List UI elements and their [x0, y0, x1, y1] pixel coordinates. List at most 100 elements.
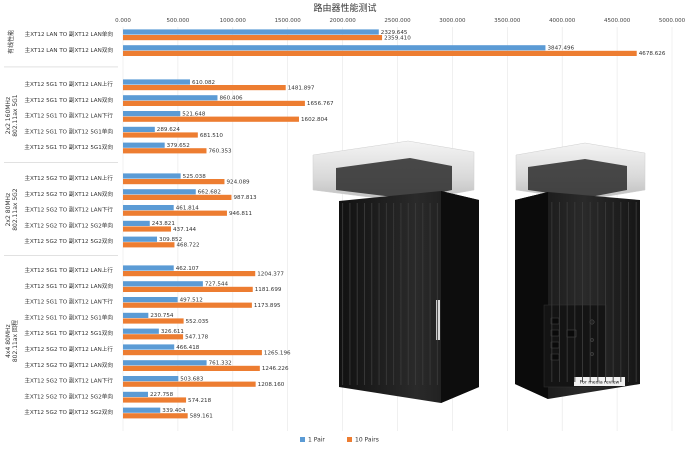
data-label: 1173.895	[254, 303, 281, 309]
bar-1-pair	[123, 391, 149, 397]
legend-label: 1 Pair	[308, 437, 325, 444]
bar-1-pair	[123, 126, 155, 132]
chart-title: 路由器性能测试	[313, 2, 376, 14]
bar-10-pairs	[123, 271, 256, 277]
data-label: 1208.160	[258, 382, 285, 388]
data-label: 468.722	[176, 243, 199, 249]
bar-1-pair	[123, 281, 203, 287]
bar-10-pairs	[123, 194, 232, 200]
data-label: 1204.377	[257, 271, 284, 277]
bar-1-pair	[123, 407, 161, 413]
group-label: 有线性能	[7, 30, 15, 54]
bar-10-pairs	[123, 318, 184, 324]
category-label: 主XT12 5G1 TO 副XT12 5G1单向	[24, 127, 113, 135]
category-label: 主XT12 5G1 TO 副XT12 5G1双向	[24, 329, 113, 337]
x-tick-label: 4500.000	[604, 18, 631, 24]
bars: 主XT12 LAN TO 副XT12 LAN单向 2329.6452359.410…	[24, 29, 666, 420]
data-label: 2329.645	[381, 30, 408, 36]
bar-1-pair	[123, 142, 165, 148]
bar-1-pair	[123, 79, 190, 85]
category-label: 主XT12 5G2 TO 副XT12 LAN双向	[24, 190, 113, 198]
category-label: 主XT12 5G1 TO 副XT12 5G1单向	[24, 313, 113, 321]
x-tick-label: 0.000	[115, 18, 131, 24]
bar-1-pair	[123, 360, 207, 366]
bar-10-pairs	[123, 116, 299, 122]
data-label: 760.353	[208, 149, 232, 155]
bar-1-pair	[123, 189, 196, 195]
data-label: 552.035	[186, 319, 210, 325]
bar-10-pairs	[123, 350, 262, 356]
group-labels: 有线性能 2x2 160MHz802.11ax 5G1 2x2 80MHz802.1…	[4, 30, 118, 362]
data-label: 2359.410	[384, 35, 411, 41]
data-label: 1246.226	[262, 366, 289, 372]
legend-swatch	[300, 437, 305, 442]
data-label: 230.754	[150, 313, 174, 319]
data-label: 3847.496	[547, 46, 574, 52]
category-label: 主XT12 5G2 TO 副XT12 5G2单向	[24, 392, 113, 400]
bar-1-pair	[123, 111, 181, 117]
category-label: 主XT12 5G1 TO 副XT12 LAN双向	[24, 96, 113, 104]
category-label: 主XT12 5G1 TO 副XT12 LAN下行	[24, 298, 113, 306]
x-tick-label: 5000.000	[659, 18, 686, 24]
bar-1-pair	[123, 344, 175, 350]
category-label: 主XT12 LAN TO 副XT12 LAN单向	[25, 30, 114, 38]
category-label: 主XT12 5G2 TO 副XT12 LAN下行	[24, 206, 113, 214]
bar-1-pair	[123, 29, 379, 35]
bar-10-pairs	[123, 226, 171, 232]
data-label: 379.652	[167, 143, 190, 149]
data-label: 662.682	[198, 190, 221, 196]
category-label: 主XT12 5G2 TO 副XT12 LAN双向	[24, 361, 113, 369]
bar-10-pairs	[123, 132, 198, 138]
bar-10-pairs	[123, 210, 227, 216]
bar-1-pair	[123, 95, 218, 101]
bar-10-pairs	[123, 334, 184, 340]
data-label: 461.814	[176, 205, 200, 211]
bar-10-pairs	[123, 35, 383, 41]
data-label: 1265.196	[264, 350, 291, 356]
data-label: 1656.767	[307, 101, 334, 107]
category-label: 主XT12 5G2 TO 副XT12 LAN上行	[24, 174, 113, 182]
category-label: 主XT12 5G2 TO 副XT12 5G2双向	[24, 237, 113, 245]
data-label: 1602.804	[301, 117, 328, 123]
bar-1-pair	[123, 328, 159, 334]
group-label: 2x2 80MHz802.11ax 5G2	[5, 188, 19, 231]
x-tick-label: 4000.000	[549, 18, 576, 24]
bar-10-pairs	[123, 413, 188, 419]
x-tick-label: 3500.000	[494, 18, 521, 24]
data-label: 924.089	[226, 179, 250, 185]
data-label: 987.813	[233, 195, 257, 201]
data-label: 462.107	[176, 266, 200, 272]
data-label: 1481.897	[288, 85, 315, 91]
data-label: 521.648	[182, 111, 206, 117]
x-tick-label: 2500.000	[384, 18, 411, 24]
bar-10-pairs	[123, 179, 225, 185]
data-label: 1181.699	[255, 287, 282, 293]
data-label: 227.758	[150, 392, 174, 398]
router-unit-left	[312, 140, 479, 403]
router-photo: For media review	[312, 140, 646, 403]
bar-10-pairs	[123, 302, 252, 308]
bar-10-pairs	[123, 148, 207, 154]
bar-1-pair	[123, 297, 178, 303]
data-label: 946.811	[229, 211, 253, 217]
legend-label: 10 Pairs	[355, 437, 379, 444]
data-label: 589.161	[190, 414, 214, 420]
data-label: 503.683	[180, 376, 204, 382]
bar-1-pair	[123, 220, 150, 226]
device-label: For media review	[580, 380, 620, 386]
category-label: 主XT12 5G1 TO 副XT12 LAN上行	[24, 80, 113, 88]
data-label: 610.082	[192, 80, 215, 86]
bar-10-pairs	[123, 85, 286, 91]
data-label: 4678.626	[639, 51, 666, 57]
data-label: 326.611	[161, 329, 185, 335]
bar-1-pair	[123, 312, 149, 318]
data-label: 681.510	[200, 133, 224, 139]
data-label: 437.144	[173, 227, 197, 233]
category-label: 主XT12 5G2 TO 副XT12 LAN上行	[24, 345, 113, 353]
category-label: 主XT12 LAN TO 副XT12 LAN双向	[25, 46, 114, 54]
bar-1-pair	[123, 236, 158, 242]
router-unit-right: For media review	[515, 142, 646, 399]
bar-10-pairs	[123, 365, 260, 371]
bar-10-pairs	[123, 381, 256, 387]
